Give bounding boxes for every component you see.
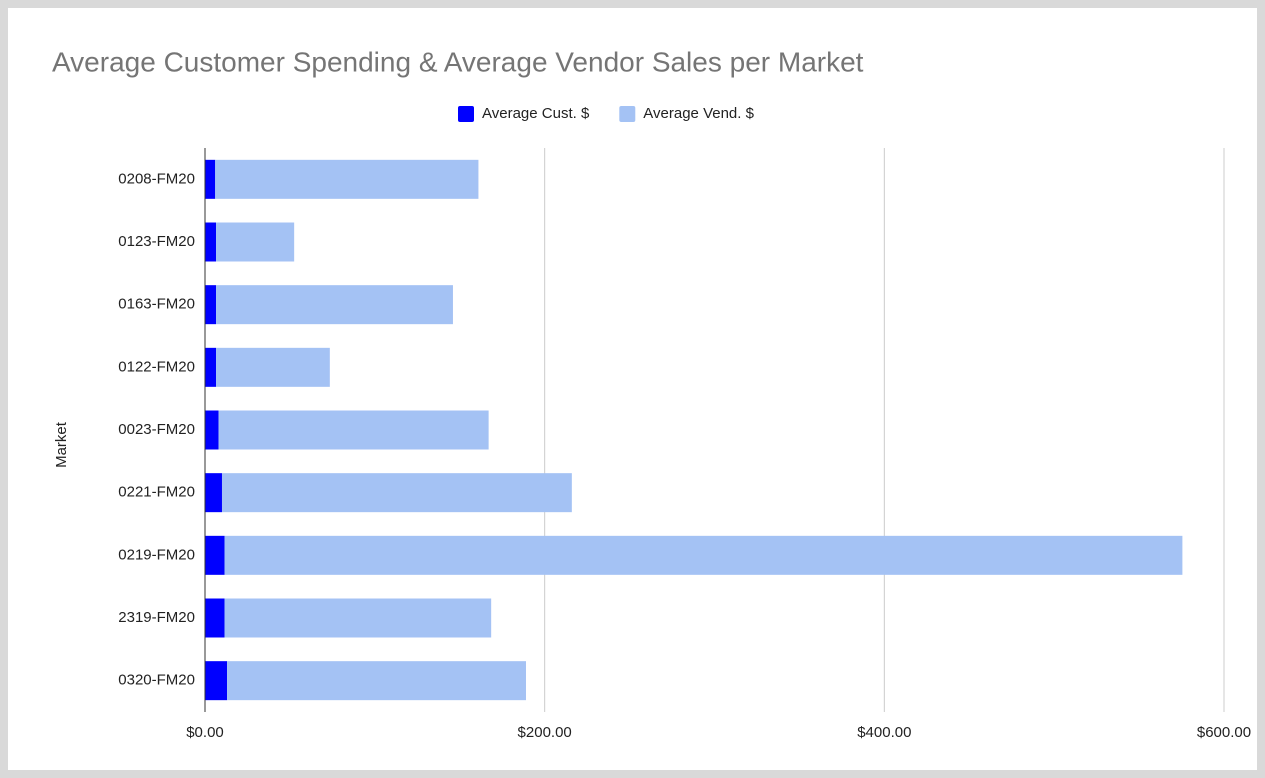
bar (205, 535, 225, 575)
bar (216, 285, 453, 325)
y-tick-label: 0208-FM20 (118, 170, 195, 187)
x-tick-label: $0.00 (186, 724, 224, 741)
bar (224, 535, 1183, 575)
bar (215, 159, 479, 199)
y-tick-label: 0320-FM20 (118, 672, 195, 689)
bar (205, 598, 225, 638)
y-axis-label: Market (53, 421, 70, 468)
bar (216, 347, 330, 387)
bar (205, 661, 228, 701)
bar (205, 222, 217, 262)
bar (224, 598, 492, 638)
y-tick-label: 2319-FM20 (118, 609, 195, 626)
chart-title: Average Customer Spending & Average Vend… (52, 46, 864, 77)
bar (205, 473, 222, 513)
bar (205, 410, 219, 450)
y-tick-label: 0123-FM20 (118, 233, 195, 250)
legend-swatch (619, 106, 636, 122)
bar (227, 661, 526, 701)
legend-swatch (458, 106, 474, 122)
legend-label: Average Vend. $ (643, 105, 754, 122)
y-tick-label: 0219-FM20 (118, 546, 195, 563)
x-tick-label: $200.00 (518, 724, 572, 741)
bar (205, 347, 217, 387)
x-tick-label: $600.00 (1197, 724, 1251, 741)
legend-label: Average Cust. $ (482, 105, 590, 122)
bar (205, 159, 216, 199)
bar (216, 222, 295, 262)
bar (218, 410, 489, 450)
y-tick-label: 0023-FM20 (118, 421, 195, 438)
bar (205, 285, 217, 325)
y-tick-label: 0163-FM20 (118, 296, 195, 313)
y-tick-label: 0221-FM20 (118, 484, 195, 501)
y-tick-label: 0122-FM20 (118, 358, 195, 375)
x-tick-label: $400.00 (857, 724, 911, 741)
bar (221, 473, 572, 513)
